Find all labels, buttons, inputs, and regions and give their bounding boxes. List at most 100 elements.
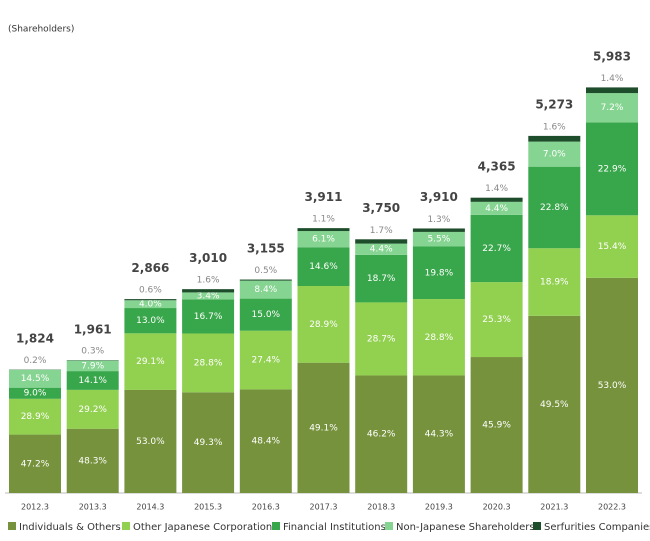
bar-segment [355,302,408,376]
total-label: 1,824 [16,332,54,346]
data-label: 28.8% [194,358,223,368]
bar-segment [124,299,177,301]
data-label: 7.2% [601,103,624,113]
data-label: 22.8% [540,203,569,213]
data-label: 47.2% [21,459,50,469]
data-label: 22.9% [598,164,627,174]
data-label: 1.6% [197,276,220,286]
x-tick-label: 2022.3 [598,503,626,512]
data-label: 53.0% [598,381,627,391]
legend-label: Other Japanese Corporation [133,522,272,533]
bar-segment [239,389,292,493]
data-label: 6.1% [312,235,335,245]
bar-segment [297,362,350,493]
x-tick-label: 2019.3 [425,503,453,512]
bar-segment [586,122,638,216]
bar-segment [528,141,581,167]
bar-segment [297,231,350,248]
legend-swatch [8,522,16,530]
data-label: 28.7% [367,334,396,344]
data-label: 7.9% [81,361,104,371]
data-label: 45.9% [482,421,511,431]
bar-segment [355,239,408,244]
data-label: 15.0% [252,310,281,320]
x-tick-label: 2012.3 [21,503,49,512]
bar-segment [412,246,465,300]
x-tick-label: 2020.3 [483,503,511,512]
bar-segment [412,231,465,247]
bar-segment [528,315,581,493]
subtitle: (Shareholders) [8,25,74,35]
data-label: 27.4% [252,356,281,366]
data-label: 4.4% [370,245,393,255]
bar-segment [355,375,408,493]
total-label: 3,911 [305,190,343,204]
data-label: 18.9% [540,278,569,288]
bar-segment [182,292,235,300]
bar-segment [412,299,465,376]
bar-segment [182,299,235,334]
data-label: 1.4% [601,74,624,84]
total-label: 1,961 [74,322,112,336]
data-label: 4.4% [485,204,508,214]
data-label: 49.5% [540,400,569,410]
data-label: 28.9% [309,320,338,330]
x-tick-label: 2013.3 [79,503,107,512]
data-label: 48.3% [78,456,107,466]
data-label: 28.9% [21,412,50,422]
bar-segment [124,333,177,390]
bar-segment [66,428,119,493]
data-label: 3.4% [197,291,220,301]
bar-segment [124,389,177,493]
data-label: 16.7% [194,312,223,322]
total-label: 3,010 [189,251,227,265]
bar-segment [9,369,61,388]
bar-segment [239,330,292,390]
data-label: 14.6% [309,262,338,272]
data-label: 4.0% [139,300,162,310]
bar-segment [528,248,581,316]
bar-segment [528,135,581,142]
x-tick-label: 2014.3 [136,503,164,512]
data-label: 0.5% [254,266,277,276]
bar-segment [239,279,292,281]
data-label: 19.8% [425,268,454,278]
data-label: 25.3% [482,315,511,325]
data-label: 1.1% [312,215,335,225]
bar-segment [412,375,465,493]
bar-segment [412,228,465,232]
bar-segment [470,357,523,493]
data-label: 0.6% [139,286,162,296]
x-tick-label: 2017.3 [310,503,338,512]
total-label: 5,273 [535,98,573,112]
data-label: 48.4% [252,437,281,447]
total-label: 3,155 [247,241,285,255]
bar-segment [124,308,177,334]
bar-segment [66,360,119,372]
legend-swatch [533,522,541,530]
bar-segment [470,197,523,202]
bar-segment [355,254,408,303]
data-label: 22.7% [482,244,511,254]
bar-segment [9,434,61,493]
data-label: 15.4% [598,242,627,252]
legend-swatch [385,522,393,530]
data-label: 29.1% [136,357,165,367]
data-label: 8.4% [254,285,277,295]
x-tick-label: 2018.3 [367,503,395,512]
total-label: 3,750 [362,201,400,215]
bar-segment [297,228,350,232]
data-label: 53.0% [136,437,165,447]
data-label: 5.5% [427,235,450,245]
bar-segment [66,389,119,429]
bar-segment [528,166,581,249]
legend-swatch [122,522,130,530]
bar-segment [9,387,61,399]
data-label: 1.3% [427,215,450,225]
total-label: 3,910 [420,190,458,204]
bar-segment [182,289,235,293]
data-label: 14.5% [21,374,50,384]
bar-segment [586,93,638,123]
bar-segment [355,243,408,255]
